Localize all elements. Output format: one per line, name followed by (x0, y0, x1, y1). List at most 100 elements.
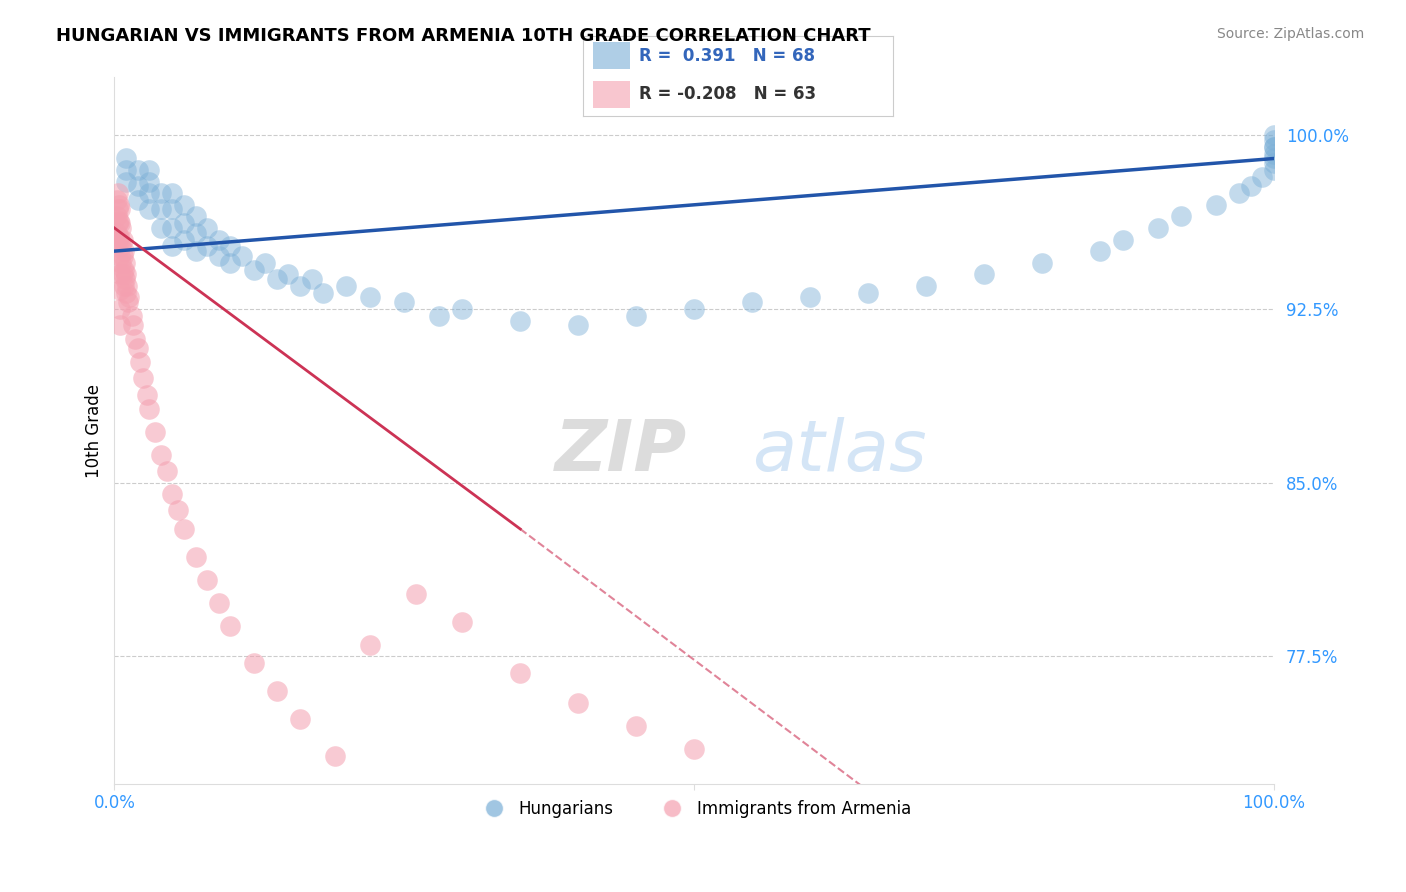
Point (114, 256, 136, 270)
Text: atlas: atlas (752, 417, 927, 486)
Point (138, 186, 160, 201)
Point (208, 249, 231, 263)
Point (184, 226, 207, 240)
Point (219, 239, 242, 253)
Point (277, 267, 299, 281)
Point (108, 233, 131, 247)
Point (124, 332, 146, 346)
Point (1088, 244, 1111, 259)
Point (195, 239, 218, 253)
Point (394, 295, 416, 310)
Point (167, 503, 190, 517)
Point (208, 233, 231, 247)
Point (162, 186, 184, 201)
Point (108, 284, 131, 298)
Point (184, 244, 207, 259)
Point (115, 278, 138, 293)
Point (162, 202, 184, 217)
Point (184, 549, 207, 564)
Point (1112, 233, 1135, 247)
Point (219, 256, 242, 270)
FancyBboxPatch shape (593, 42, 630, 70)
Point (266, 272, 288, 286)
Point (288, 712, 311, 726)
Point (105, 193, 128, 207)
Point (105, 226, 128, 240)
Point (219, 619, 242, 633)
Point (567, 318, 589, 333)
FancyBboxPatch shape (593, 80, 630, 108)
Point (110, 256, 132, 270)
Point (111, 267, 134, 281)
Point (117, 295, 139, 310)
Point (915, 278, 938, 293)
Point (1263, 133, 1285, 147)
Point (195, 573, 218, 587)
Point (121, 309, 143, 323)
Point (162, 221, 184, 235)
Point (108, 267, 131, 281)
Point (683, 742, 706, 756)
Point (1263, 140, 1285, 154)
Point (138, 163, 160, 178)
Point (127, 193, 149, 207)
Point (242, 262, 264, 277)
Point (122, 318, 145, 333)
Point (1263, 156, 1285, 170)
Point (1170, 210, 1192, 224)
Point (741, 295, 763, 310)
Point (110, 239, 132, 253)
Point (1227, 186, 1250, 201)
Point (108, 230, 131, 244)
Point (626, 309, 648, 323)
Point (173, 198, 195, 212)
Point (184, 210, 207, 224)
Text: R = -0.208   N = 63: R = -0.208 N = 63 (640, 86, 817, 103)
Point (173, 522, 195, 536)
Point (111, 233, 134, 247)
Point (1263, 140, 1285, 154)
Point (405, 587, 427, 601)
Point (107, 216, 129, 230)
Point (1263, 128, 1285, 143)
Point (335, 278, 357, 293)
Legend: Hungarians, Immigrants from Armenia: Hungarians, Immigrants from Armenia (471, 794, 918, 825)
Point (683, 301, 706, 316)
Point (301, 272, 323, 286)
Point (323, 748, 346, 763)
Point (118, 290, 141, 304)
Y-axis label: 10th Grade: 10th Grade (86, 384, 103, 477)
Point (108, 216, 131, 230)
Point (108, 198, 131, 212)
Point (110, 221, 132, 235)
Point (155, 464, 177, 478)
Point (108, 202, 131, 217)
Point (509, 313, 531, 327)
Point (242, 657, 264, 671)
Point (1263, 146, 1285, 161)
Point (973, 267, 995, 281)
Point (138, 401, 160, 416)
Point (1031, 256, 1053, 270)
Point (567, 696, 589, 710)
Point (1251, 169, 1274, 184)
Point (138, 175, 160, 189)
Point (288, 278, 311, 293)
Point (149, 202, 172, 217)
Point (143, 425, 166, 439)
Point (208, 596, 231, 610)
Point (112, 278, 135, 293)
Point (129, 355, 152, 369)
Point (509, 665, 531, 680)
Point (359, 290, 381, 304)
Point (115, 267, 138, 281)
Point (149, 448, 172, 462)
Text: R =  0.391   N = 68: R = 0.391 N = 68 (640, 46, 815, 65)
Point (115, 152, 138, 166)
Point (451, 301, 474, 316)
Point (108, 301, 131, 316)
Point (451, 615, 474, 629)
Point (266, 684, 288, 698)
Point (1205, 198, 1227, 212)
Point (127, 342, 149, 356)
